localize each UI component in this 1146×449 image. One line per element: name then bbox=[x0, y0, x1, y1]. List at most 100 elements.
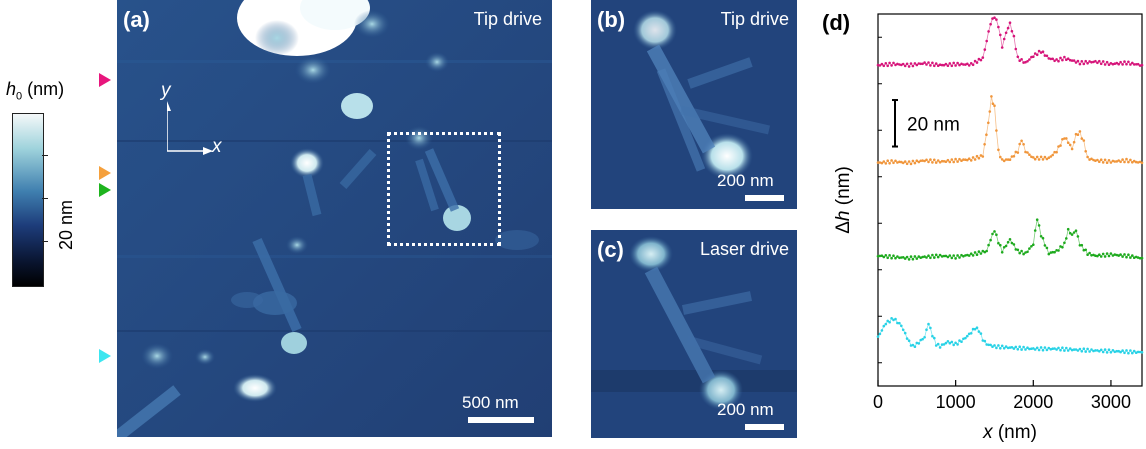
data-point bbox=[969, 252, 973, 255]
data-point bbox=[1080, 137, 1084, 140]
series-layer bbox=[876, 16, 1144, 355]
series-3 bbox=[876, 317, 1144, 355]
data-point bbox=[1037, 49, 1041, 53]
x-tick-label: 3000 bbox=[1091, 392, 1131, 412]
data-point bbox=[1041, 50, 1045, 53]
data-point bbox=[907, 65, 911, 68]
data-point bbox=[931, 334, 934, 338]
chart-scale-label: 20 nm bbox=[907, 114, 960, 135]
data-point bbox=[886, 64, 889, 68]
data-point bbox=[933, 158, 936, 162]
data-point bbox=[1053, 150, 1056, 154]
data-point bbox=[1006, 240, 1010, 244]
data-point bbox=[1096, 61, 1099, 65]
data-point bbox=[1043, 346, 1047, 349]
data-point bbox=[915, 159, 919, 162]
data-point bbox=[1039, 235, 1043, 238]
data-point bbox=[1096, 254, 1099, 258]
data-point bbox=[1033, 348, 1037, 351]
data-point bbox=[1086, 62, 1089, 65]
data-point bbox=[1119, 160, 1122, 164]
data-point bbox=[929, 64, 932, 67]
data-point bbox=[966, 62, 969, 66]
xy-axis-indicator bbox=[167, 101, 213, 155]
data-point bbox=[956, 61, 959, 65]
data-point bbox=[911, 257, 915, 261]
data-point bbox=[1010, 29, 1014, 33]
data-point bbox=[1121, 158, 1124, 161]
data-point bbox=[956, 160, 959, 163]
data-point bbox=[896, 321, 899, 325]
axis-x-label: x bbox=[212, 136, 222, 157]
panel-a-scale-label: 500 nm bbox=[462, 393, 519, 412]
chart-d-label: (d) bbox=[822, 10, 850, 35]
data-point bbox=[966, 158, 969, 162]
data-point bbox=[1010, 241, 1014, 245]
panel-c-label: (c) bbox=[597, 237, 624, 262]
data-point bbox=[925, 328, 928, 332]
data-point bbox=[1103, 158, 1107, 162]
data-point bbox=[917, 342, 921, 345]
data-point bbox=[1008, 21, 1012, 25]
data-point bbox=[1103, 255, 1107, 258]
data-point bbox=[1109, 351, 1113, 354]
x-tick-label: 2000 bbox=[1013, 392, 1053, 412]
data-point bbox=[995, 233, 998, 236]
data-point bbox=[1127, 60, 1130, 64]
data-point bbox=[958, 339, 961, 342]
data-point bbox=[987, 30, 990, 33]
data-point bbox=[1107, 63, 1111, 66]
data-point bbox=[1078, 62, 1082, 66]
series-1 bbox=[876, 95, 1144, 166]
data-point bbox=[1084, 248, 1087, 252]
data-point bbox=[1059, 144, 1062, 147]
afm-image-a bbox=[117, 0, 552, 437]
data-point bbox=[991, 17, 994, 20]
x-axis-label: x (nm) bbox=[982, 422, 1037, 443]
data-point bbox=[1125, 255, 1128, 259]
data-point bbox=[1094, 59, 1097, 63]
panel-b-scale-bar bbox=[745, 195, 784, 201]
data-point bbox=[1016, 151, 1020, 154]
data-point bbox=[997, 148, 1000, 152]
data-point bbox=[1043, 244, 1047, 247]
data-point bbox=[1123, 160, 1126, 164]
data-point bbox=[915, 257, 919, 260]
colorbar-tick bbox=[42, 198, 48, 199]
data-point bbox=[1094, 254, 1097, 257]
data-point bbox=[1057, 249, 1060, 252]
panel-a-label: (a) bbox=[123, 7, 150, 32]
data-point bbox=[1119, 350, 1122, 354]
data-point bbox=[923, 159, 926, 163]
panel-c-image: (c) Laser drive 200 nm bbox=[591, 230, 797, 438]
data-point bbox=[1127, 351, 1130, 355]
data-point bbox=[884, 322, 888, 326]
data-point bbox=[1061, 58, 1064, 62]
data-point bbox=[1078, 130, 1082, 133]
data-point bbox=[936, 255, 940, 259]
data-point bbox=[909, 162, 913, 166]
data-point bbox=[1132, 349, 1136, 353]
data-point bbox=[884, 62, 888, 65]
data-point bbox=[1080, 243, 1084, 247]
data-point bbox=[981, 155, 985, 158]
panel-b-title: Tip drive bbox=[720, 9, 789, 29]
data-point bbox=[1140, 351, 1144, 354]
data-point bbox=[1051, 250, 1054, 254]
data-point bbox=[944, 62, 948, 66]
data-point bbox=[931, 253, 934, 257]
data-point bbox=[1129, 63, 1132, 66]
data-point bbox=[971, 63, 975, 67]
data-point bbox=[934, 344, 938, 347]
data-point bbox=[960, 253, 963, 257]
data-point bbox=[971, 254, 975, 257]
data-point bbox=[1121, 349, 1124, 352]
data-point bbox=[1053, 347, 1056, 350]
data-point bbox=[1033, 157, 1037, 161]
data-point bbox=[888, 254, 891, 257]
data-point bbox=[938, 253, 942, 257]
data-point bbox=[962, 337, 965, 341]
data-point bbox=[919, 62, 922, 66]
data-point bbox=[1082, 139, 1086, 142]
data-point bbox=[913, 345, 917, 349]
